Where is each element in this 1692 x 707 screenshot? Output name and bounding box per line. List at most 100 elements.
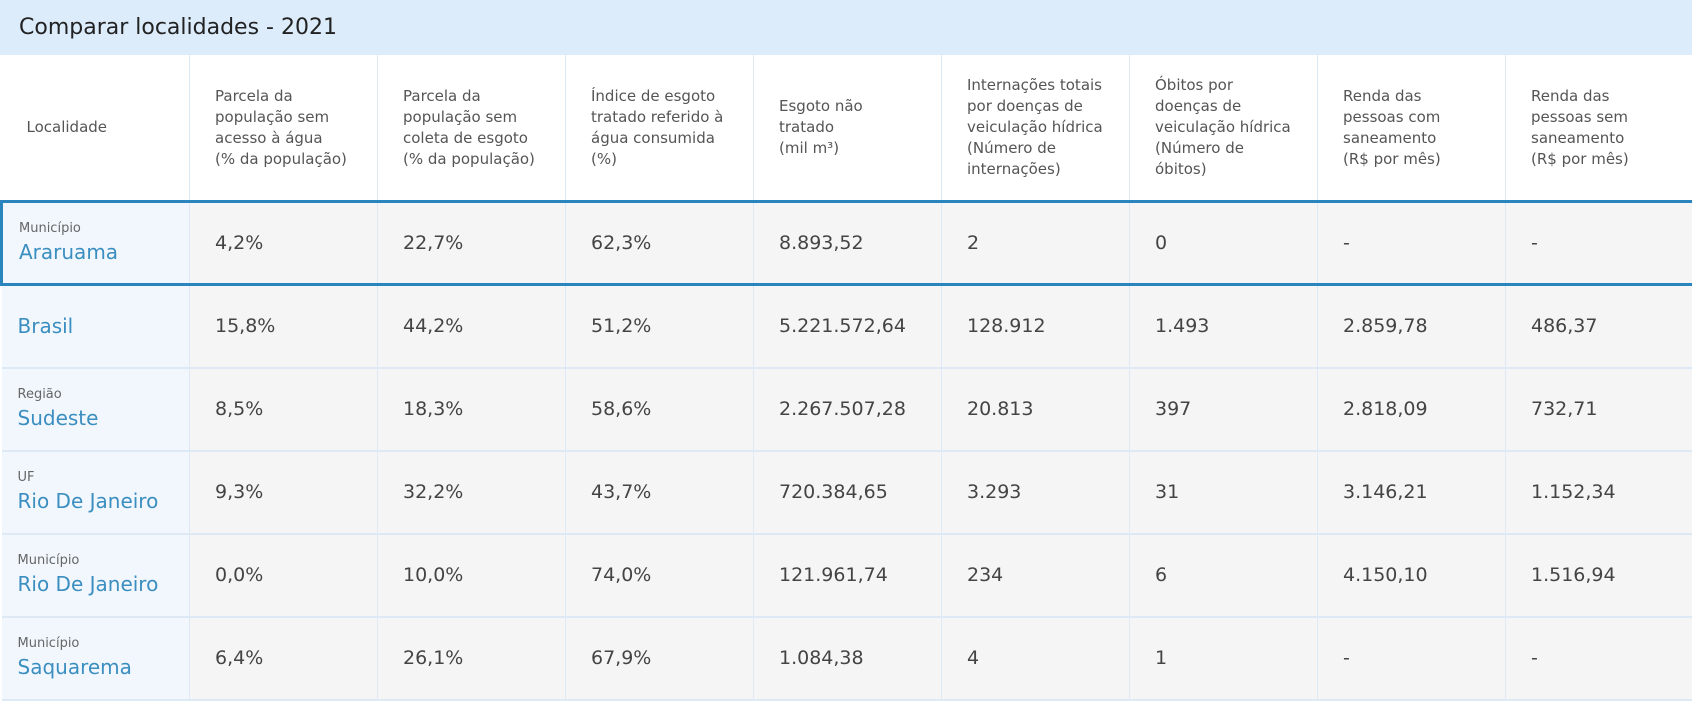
data-cell: 2.267.507,28 — [753, 367, 942, 452]
data-cell: - — [1317, 616, 1506, 701]
column-header-line: Localidade — [26, 118, 108, 136]
data-cell: 44,2% — [377, 284, 566, 369]
location-cell[interactable]: UF Rio De Janeiro — [1, 450, 190, 535]
data-cell: 2 — [941, 200, 1130, 286]
data-cell: 62,3% — [565, 200, 754, 286]
location-name-link[interactable]: Brasil — [17, 314, 74, 339]
column-header: Parcela da população sem acesso à água (% d… — [189, 55, 378, 202]
location-name-link[interactable]: Araruama — [19, 240, 119, 264]
data-cell: 3.293 — [941, 450, 1130, 535]
location-cell[interactable]: Município Rio De Janeiro — [1, 533, 190, 618]
column-header: Parcela da população sem coleta de esgoto (… — [377, 55, 566, 202]
data-cell: 31 — [1129, 450, 1318, 535]
data-cell: - — [1505, 616, 1692, 701]
column-header-line: coleta de esgoto — [403, 128, 528, 147]
data-cell: 9,3% — [189, 450, 378, 535]
column-header-line: veiculação hídrica — [1155, 118, 1291, 136]
column-header-line: Internações totais — [967, 76, 1102, 94]
data-cell: 0 — [1129, 200, 1318, 286]
location-name-link[interactable]: Rio De Janeiro — [17, 572, 159, 596]
column-header-line: (Número de — [967, 139, 1056, 157]
data-cell: 74,0% — [565, 533, 754, 618]
data-cell: 121.961,74 — [753, 533, 942, 618]
table-header-row: Localidade Parcela da população sem acesso … — [1, 55, 1692, 202]
column-header-line: por doenças de — [967, 97, 1083, 115]
data-cell: 58,6% — [565, 367, 754, 452]
column-header: Internações totais por doenças de veiculaç… — [941, 55, 1130, 202]
data-cell: 486,37 — [1505, 284, 1692, 369]
column-header-line: (% da população) — [403, 149, 535, 168]
data-cell: 32,2% — [377, 450, 566, 535]
data-cell: 5.221.572,64 — [753, 284, 942, 369]
column-header-line: veiculação hídrica — [967, 118, 1103, 136]
location-name-link[interactable]: Rio De Janeiro — [17, 489, 159, 513]
data-cell: 1.493 — [1129, 284, 1318, 369]
location-cell[interactable]: Município Saquarema — [1, 616, 190, 701]
data-cell: 128.912 — [941, 284, 1130, 369]
location-cell[interactable]: Brasil — [1, 284, 190, 369]
data-cell: 397 — [1129, 367, 1318, 452]
column-header-line: população sem — [403, 107, 518, 126]
column-header: Óbitos por doenças de veiculação hídrica (N… — [1129, 55, 1318, 202]
location-type: Município — [17, 553, 80, 568]
data-cell: 15,8% — [189, 284, 378, 369]
column-header-line: água consumida — [591, 128, 715, 147]
data-cell: 8.893,52 — [753, 200, 942, 286]
data-cell: 2.859,78 — [1317, 284, 1506, 369]
column-header-line: Parcela da — [403, 86, 481, 105]
column-header-line: (Número de — [1155, 139, 1244, 157]
data-cell: 20.813 — [941, 367, 1130, 452]
data-cell: 1 — [1129, 616, 1318, 701]
location-name-link[interactable]: Saquarema — [17, 655, 132, 679]
data-cell: 43,7% — [565, 450, 754, 535]
data-cell: 234 — [941, 533, 1130, 618]
location-cell[interactable]: Região Sudeste — [1, 367, 190, 452]
data-cell: 1.084,38 — [753, 616, 942, 701]
column-header-localidade: Localidade — [1, 55, 190, 202]
column-header-line: Óbitos por — [1155, 76, 1234, 94]
location-name-link[interactable]: Sudeste — [17, 406, 99, 430]
data-cell: 2.818,09 — [1317, 367, 1506, 452]
data-cell: 1.152,34 — [1505, 450, 1692, 535]
table-row: Município Saquarema 6,4% 26,1% 67,9% 1.084,38… — [1, 616, 1692, 701]
column-header-line: Renda das — [1531, 86, 1610, 105]
column-header-line: (mil m³) — [779, 139, 840, 157]
column-header: Renda das pessoas com saneamento (R$ por mê… — [1317, 55, 1506, 202]
table-row: Município Rio De Janeiro 0,0% 10,0% 74,0% 121… — [1, 533, 1692, 618]
column-header-line: saneamento — [1343, 128, 1437, 147]
column-header-line: tratado referido à — [591, 107, 724, 126]
table-row: Região Sudeste 8,5% 18,3% 58,6% 2.267.507,28 2… — [1, 367, 1692, 452]
data-cell: 22,7% — [377, 200, 566, 286]
data-cell: 1.516,94 — [1505, 533, 1692, 618]
data-cell: 51,2% — [565, 284, 754, 369]
column-header-line: saneamento — [1531, 128, 1625, 147]
data-cell: 6 — [1129, 533, 1318, 618]
data-cell: 6,4% — [189, 616, 378, 701]
column-header-line: pessoas com — [1343, 107, 1441, 126]
column-header-line: Esgoto não — [779, 97, 863, 115]
data-cell: 4.150,10 — [1317, 533, 1506, 618]
column-header-line: óbitos) — [1155, 160, 1207, 178]
column-header-line: (R$ por mês) — [1343, 149, 1441, 168]
comparison-table: Localidade Parcela da população sem acesso … — [0, 55, 1692, 701]
location-type: Região — [17, 387, 62, 402]
column-header: Renda das pessoas sem saneamento (R$ por mê… — [1505, 55, 1692, 202]
location-type: Município — [19, 221, 81, 236]
data-cell: 4 — [941, 616, 1130, 701]
data-cell: 3.146,21 — [1317, 450, 1506, 535]
data-cell: 67,9% — [565, 616, 754, 701]
table-row: Município Araruama 4,2% 22,7% 62,3% 8.893,52 2… — [0, 200, 1692, 286]
data-cell: 732,71 — [1505, 367, 1692, 452]
column-header: Índice de esgoto tratado referido à água c… — [565, 55, 754, 202]
column-header-line: acesso à água — [215, 128, 323, 147]
location-type: Município — [17, 636, 80, 651]
column-header-line: tratado — [779, 118, 835, 136]
location-type: UF — [17, 470, 35, 485]
column-header-line: Renda das — [1343, 86, 1422, 105]
data-cell: 720.384,65 — [753, 450, 942, 535]
data-cell: 26,1% — [377, 616, 566, 701]
column-header-line: pessoas sem — [1531, 107, 1628, 126]
data-cell: 18,3% — [377, 367, 566, 452]
location-cell[interactable]: Município Araruama — [0, 200, 190, 286]
column-header-line: Índice de esgoto — [591, 86, 716, 105]
